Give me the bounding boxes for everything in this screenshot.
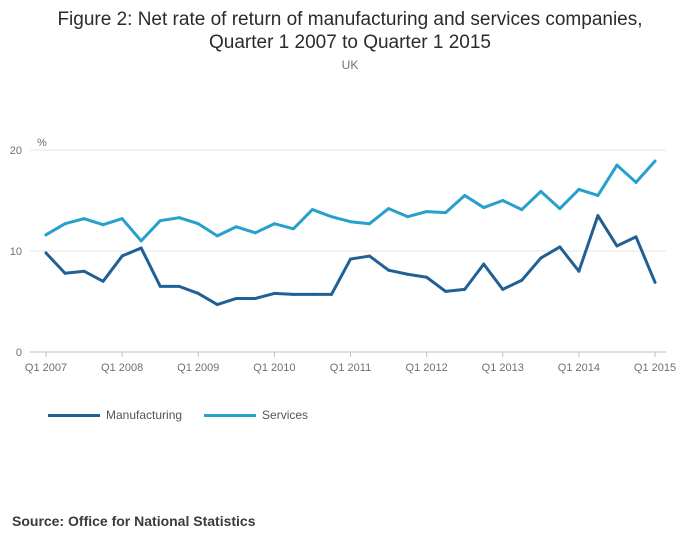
x-tick-label-8: Q1 2015 bbox=[634, 362, 676, 374]
data-point-services-28 bbox=[577, 187, 581, 191]
data-point-services-10 bbox=[234, 225, 238, 229]
data-point-services-14 bbox=[310, 208, 314, 212]
chart-title-line-1: Figure 2: Net rate of return of manufact… bbox=[57, 9, 643, 30]
data-point-manufacturing-14 bbox=[310, 292, 314, 296]
data-point-services-30 bbox=[615, 163, 619, 167]
series-line-services bbox=[44, 159, 657, 243]
x-tick-label-6: Q1 2013 bbox=[482, 362, 524, 374]
chart-subtitle: UK bbox=[341, 58, 359, 72]
data-point-services-13 bbox=[291, 227, 295, 231]
data-point-services-23 bbox=[482, 206, 486, 210]
legend-item-manufacturing: Manufacturing bbox=[48, 408, 182, 422]
data-point-services-2 bbox=[82, 217, 86, 221]
data-point-services-9 bbox=[215, 234, 219, 238]
data-point-manufacturing-12 bbox=[272, 291, 276, 295]
data-point-manufacturing-24 bbox=[501, 287, 505, 291]
data-point-manufacturing-13 bbox=[291, 292, 295, 296]
data-point-manufacturing-20 bbox=[425, 275, 429, 279]
data-point-manufacturing-0 bbox=[44, 251, 48, 255]
data-point-manufacturing-32 bbox=[653, 280, 657, 284]
legend-item-services: Services bbox=[204, 408, 308, 422]
data-point-services-7 bbox=[177, 216, 181, 220]
data-point-services-29 bbox=[596, 193, 600, 197]
data-point-manufacturing-7 bbox=[177, 284, 181, 288]
data-point-services-15 bbox=[329, 215, 333, 219]
data-point-services-24 bbox=[501, 199, 505, 202]
chart-legend: Manufacturing Services bbox=[48, 408, 330, 422]
data-point-services-32 bbox=[653, 159, 657, 163]
data-point-manufacturing-10 bbox=[234, 296, 238, 300]
data-point-manufacturing-25 bbox=[520, 278, 524, 282]
y-tick-label-10: 10 bbox=[10, 246, 22, 258]
data-point-services-25 bbox=[520, 208, 524, 212]
x-tick-label-3: Q1 2010 bbox=[253, 362, 295, 374]
data-point-services-18 bbox=[387, 207, 391, 211]
data-point-manufacturing-6 bbox=[158, 284, 162, 288]
data-point-services-11 bbox=[253, 231, 257, 235]
legend-label-manufacturing: Manufacturing bbox=[106, 408, 183, 422]
data-point-services-26 bbox=[539, 189, 543, 193]
data-point-services-31 bbox=[634, 180, 638, 184]
legend-swatch-manufacturing bbox=[48, 413, 100, 417]
data-point-services-1 bbox=[63, 222, 67, 226]
y-tick-label-20: 20 bbox=[10, 145, 22, 157]
data-point-manufacturing-2 bbox=[82, 269, 86, 273]
x-tick-label-7: Q1 2014 bbox=[558, 362, 600, 374]
data-point-services-5 bbox=[139, 239, 143, 243]
y-tick-label-0: 0 bbox=[16, 347, 22, 359]
data-point-services-27 bbox=[558, 207, 562, 211]
data-point-services-8 bbox=[196, 222, 200, 226]
data-point-services-22 bbox=[463, 193, 467, 197]
data-point-manufacturing-11 bbox=[253, 296, 257, 300]
data-point-services-3 bbox=[101, 223, 105, 227]
data-point-manufacturing-22 bbox=[463, 287, 467, 291]
data-point-manufacturing-8 bbox=[196, 291, 200, 295]
data-point-services-6 bbox=[158, 219, 162, 223]
y-axis-unit-label: % bbox=[37, 137, 47, 149]
data-point-manufacturing-9 bbox=[215, 303, 219, 307]
data-point-manufacturing-15 bbox=[329, 292, 333, 296]
data-point-manufacturing-23 bbox=[482, 262, 486, 266]
data-point-manufacturing-16 bbox=[349, 257, 352, 261]
data-point-manufacturing-27 bbox=[558, 245, 562, 249]
data-point-manufacturing-28 bbox=[577, 269, 581, 273]
data-point-services-4 bbox=[120, 217, 124, 221]
x-tick-label-5: Q1 2012 bbox=[406, 362, 448, 374]
legend-label-services: Services bbox=[262, 408, 309, 422]
data-point-manufacturing-17 bbox=[368, 254, 372, 258]
data-point-manufacturing-1 bbox=[63, 271, 67, 275]
chart-title: Figure 2: Net rate of return of manufact… bbox=[0, 8, 700, 54]
x-tick-label-4: Q1 2011 bbox=[330, 362, 371, 374]
source-note: Source: Office for National Statistics bbox=[12, 513, 256, 529]
data-point-manufacturing-5 bbox=[139, 246, 143, 250]
data-point-manufacturing-4 bbox=[120, 254, 124, 258]
data-point-manufacturing-18 bbox=[387, 268, 391, 272]
data-point-services-16 bbox=[349, 220, 352, 224]
x-tick-label-0: Q1 2007 bbox=[25, 362, 67, 374]
data-point-manufacturing-29 bbox=[596, 214, 600, 218]
data-point-manufacturing-19 bbox=[406, 272, 410, 276]
x-tick-label-2: Q1 2009 bbox=[177, 362, 219, 374]
x-tick-label-1: Q1 2008 bbox=[101, 362, 143, 374]
data-point-services-19 bbox=[406, 215, 410, 219]
legend-swatch-services bbox=[204, 413, 257, 417]
data-point-services-20 bbox=[425, 210, 429, 214]
data-point-services-21 bbox=[444, 211, 448, 215]
data-point-manufacturing-21 bbox=[444, 289, 448, 293]
data-point-services-17 bbox=[368, 222, 372, 226]
data-point-manufacturing-31 bbox=[634, 235, 638, 239]
data-point-services-0 bbox=[44, 233, 48, 237]
data-point-manufacturing-30 bbox=[615, 244, 619, 248]
chart-title-line-2: Quarter 1 2007 to Quarter 1 2015 bbox=[208, 32, 491, 53]
data-point-manufacturing-26 bbox=[539, 256, 543, 260]
data-point-services-12 bbox=[272, 222, 276, 226]
data-point-manufacturing-3 bbox=[101, 279, 105, 283]
